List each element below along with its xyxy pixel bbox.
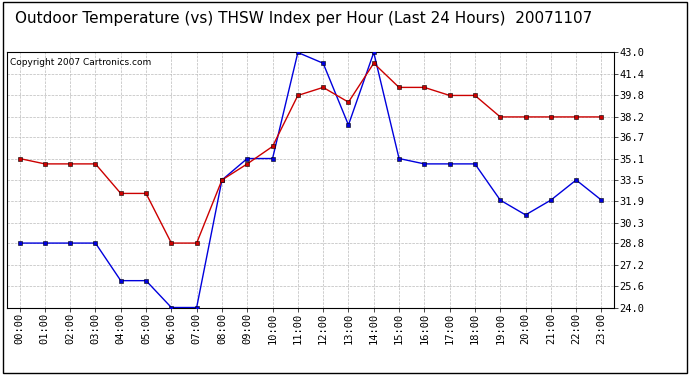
Text: Copyright 2007 Cartronics.com: Copyright 2007 Cartronics.com [10, 58, 151, 67]
Text: Outdoor Temperature (vs) THSW Index per Hour (Last 24 Hours)  20071107: Outdoor Temperature (vs) THSW Index per … [15, 11, 592, 26]
